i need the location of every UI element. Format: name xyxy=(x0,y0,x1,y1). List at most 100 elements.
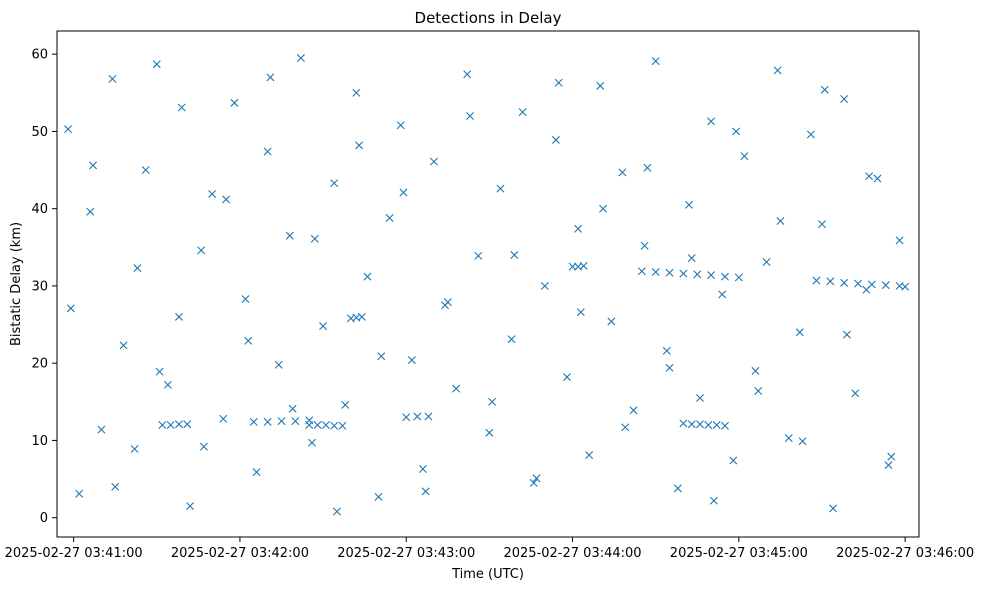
data-point xyxy=(252,468,261,477)
data-point xyxy=(263,147,272,156)
data-point xyxy=(424,412,433,421)
data-point xyxy=(599,204,608,213)
data-point xyxy=(687,254,696,263)
data-point xyxy=(166,420,175,429)
data-point xyxy=(707,271,716,280)
data-point xyxy=(338,421,347,430)
data-point xyxy=(219,414,228,423)
data-point xyxy=(795,328,804,337)
data-point xyxy=(452,384,461,393)
y-axis: 0 10 20 30 40 50 60 xyxy=(31,48,57,526)
data-point xyxy=(776,217,785,226)
y-axis-label: Bistatic Delay (km) xyxy=(9,222,24,346)
data-point xyxy=(651,57,660,66)
data-point xyxy=(621,423,630,432)
data-point xyxy=(829,504,838,513)
plot-frame xyxy=(56,30,920,538)
data-point xyxy=(720,421,729,430)
data-point xyxy=(421,487,430,496)
data-point xyxy=(377,352,386,361)
data-point xyxy=(310,234,319,243)
data-point xyxy=(266,73,275,82)
y-tick-label: 0 xyxy=(40,511,48,526)
data-point xyxy=(840,278,849,287)
data-point xyxy=(901,282,910,291)
data-point xyxy=(463,70,472,79)
data-point xyxy=(707,117,716,126)
data-point xyxy=(244,336,253,345)
data-point xyxy=(313,420,322,429)
data-point xyxy=(66,304,75,313)
data-point xyxy=(119,341,128,350)
data-point xyxy=(222,195,231,204)
data-points xyxy=(64,54,910,516)
y-tick-label: 20 xyxy=(31,357,48,372)
data-point xyxy=(585,451,594,460)
data-point xyxy=(734,273,743,282)
x-tick-label: 2025-02-27 03:42:00 xyxy=(171,546,309,561)
x-tick-label: 2025-02-27 03:44:00 xyxy=(503,546,641,561)
data-point xyxy=(820,85,829,94)
data-point xyxy=(673,484,682,493)
data-point xyxy=(230,98,239,107)
data-point xyxy=(413,412,422,421)
data-point xyxy=(133,264,142,273)
data-point xyxy=(740,152,749,161)
data-point xyxy=(429,157,438,166)
data-point xyxy=(263,417,272,426)
data-point xyxy=(86,207,95,216)
data-point xyxy=(873,174,882,183)
y-tick-label: 50 xyxy=(31,125,48,140)
data-point xyxy=(108,74,117,83)
data-point xyxy=(640,241,649,250)
x-tick-label: 2025-02-27 03:45:00 xyxy=(670,546,808,561)
data-point xyxy=(319,322,328,331)
data-point xyxy=(563,373,571,382)
data-point xyxy=(197,246,206,255)
data-point xyxy=(186,502,195,511)
data-point xyxy=(89,161,98,170)
data-point xyxy=(687,420,696,429)
data-point xyxy=(288,404,297,413)
data-point xyxy=(881,281,890,290)
data-point xyxy=(842,330,851,339)
data-point xyxy=(629,406,638,415)
data-point xyxy=(709,496,718,505)
data-point xyxy=(332,507,341,516)
data-point xyxy=(474,251,483,260)
data-point xyxy=(554,78,563,87)
data-point xyxy=(665,268,674,277)
x-axis: 2025-02-27 03:41:00 2025-02-27 03:42:00 20… xyxy=(5,537,974,561)
data-point xyxy=(596,81,605,90)
data-point xyxy=(637,267,646,276)
data-point xyxy=(64,125,73,134)
data-point xyxy=(826,277,835,286)
data-point xyxy=(729,456,738,465)
data-point xyxy=(762,257,771,266)
x-tick-label: 2025-02-27 03:46:00 xyxy=(836,546,974,561)
y-tick-label: 10 xyxy=(31,434,48,449)
x-tick-label: 2025-02-27 03:43:00 xyxy=(337,546,475,561)
data-point xyxy=(443,298,452,307)
y-tick-label: 30 xyxy=(31,279,48,294)
data-point xyxy=(374,492,383,501)
data-point xyxy=(867,280,876,289)
data-point xyxy=(895,236,904,245)
x-axis-label: Time (UTC) xyxy=(451,567,524,582)
data-point xyxy=(720,272,729,281)
data-point xyxy=(806,130,815,139)
data-point xyxy=(696,393,705,402)
data-point xyxy=(208,190,217,198)
data-point xyxy=(308,438,316,447)
data-point xyxy=(249,417,258,426)
data-point xyxy=(141,166,150,175)
data-point xyxy=(177,103,186,112)
data-point xyxy=(305,420,314,429)
data-point xyxy=(732,127,741,136)
data-point xyxy=(518,108,527,117)
data-point xyxy=(274,360,283,369)
data-point xyxy=(352,88,361,97)
data-point xyxy=(402,413,411,422)
data-point xyxy=(465,111,474,120)
